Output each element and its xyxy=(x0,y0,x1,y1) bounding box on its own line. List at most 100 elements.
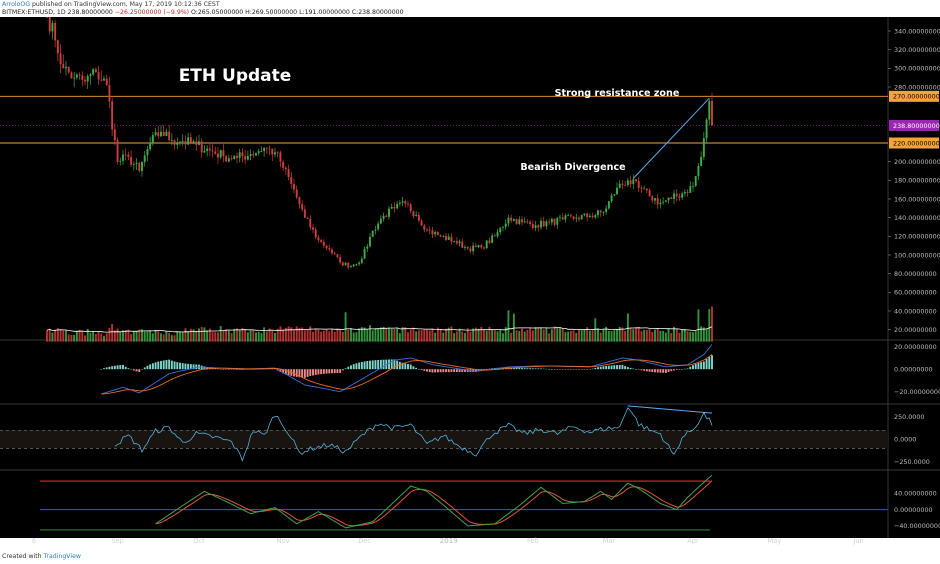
candle-body xyxy=(675,193,678,197)
volume-bar xyxy=(333,332,336,342)
volume-bar xyxy=(553,326,556,342)
macd-histogram-bar xyxy=(366,361,369,370)
volume-bar xyxy=(143,331,146,342)
macd-histogram-bar xyxy=(127,368,130,370)
candle-body xyxy=(160,131,162,137)
volume-bar xyxy=(309,326,312,342)
candle-body xyxy=(379,218,382,224)
candle-body xyxy=(265,147,268,149)
candle-body xyxy=(320,240,323,242)
candle-body xyxy=(499,227,502,233)
price-axis-tick-label: 20.00000000 xyxy=(894,326,937,334)
candle-body xyxy=(488,240,491,243)
macd-histogram-bar xyxy=(350,365,352,370)
volume-bar xyxy=(686,331,689,342)
macd-histogram-bar xyxy=(711,355,713,370)
candle-body xyxy=(618,183,621,188)
volume-bar xyxy=(504,327,507,342)
volume-bar xyxy=(189,328,192,342)
candle-body xyxy=(526,221,529,223)
candle-body xyxy=(393,207,396,209)
volume-bar xyxy=(246,332,249,342)
volume-bar xyxy=(130,334,133,342)
macd-histogram-bar xyxy=(621,364,624,370)
candle-body xyxy=(417,214,420,221)
price-divergence-line xyxy=(632,97,710,179)
volume-bar xyxy=(588,330,591,342)
macd-histogram-bar xyxy=(385,359,388,370)
time-axis-tick-label: Mar xyxy=(603,537,616,545)
volume-bar xyxy=(358,328,361,342)
volume-bar xyxy=(491,328,494,342)
cci-axis-tick-label: −250.0000 xyxy=(894,458,930,466)
volume-bar xyxy=(244,329,247,342)
tradingview-brand-link[interactable]: TradingView xyxy=(43,553,81,560)
candle-body xyxy=(241,152,244,157)
macd-histogram-bar xyxy=(540,368,542,370)
volume-bars xyxy=(46,306,713,342)
volume-bar xyxy=(458,328,461,342)
price-axis-tick-label: 140.00000000 xyxy=(894,214,940,222)
candle-body xyxy=(301,204,304,210)
price-axis-tick-label: 40.00000000 xyxy=(894,307,937,315)
candle-body xyxy=(588,215,591,217)
time-axis-tick-label: Nov xyxy=(277,537,290,545)
candle-body xyxy=(369,236,371,247)
volume-bar xyxy=(507,310,510,342)
volume-bar xyxy=(113,330,116,342)
macd-histogram-bar xyxy=(648,369,651,372)
macd-histogram-bar xyxy=(358,362,361,370)
macd-histogram-bar xyxy=(287,369,290,376)
volume-bar xyxy=(369,325,371,342)
price-axis-tick-label: 160.00000000 xyxy=(894,195,940,203)
time-axis-tick-label: May xyxy=(768,537,782,545)
stoch-axis-tick-label: −40.00000000 xyxy=(894,522,940,530)
candle-body xyxy=(390,207,393,209)
volume-bar xyxy=(455,331,458,342)
macd-histogram-bar xyxy=(333,369,336,374)
candle-body xyxy=(173,140,176,145)
candle-body xyxy=(504,223,507,227)
macd-histogram-bar xyxy=(130,369,133,370)
time-axis-tick-label: Apr xyxy=(687,537,699,545)
candle-body xyxy=(697,165,700,177)
chart-canvas[interactable]: 270.00000000 220.00000000 238.80000000 20.… xyxy=(0,17,940,547)
macd-histogram-bar xyxy=(222,369,225,370)
author-link[interactable]: ArroloOG xyxy=(2,1,31,8)
price-axis-tick-label: 200.00000000 xyxy=(894,158,940,166)
macd-histogram-bar xyxy=(697,362,700,370)
volume-bar xyxy=(48,328,51,342)
macd-histogram-bar xyxy=(474,369,477,372)
volume-bar xyxy=(618,326,621,342)
candle-body xyxy=(46,17,48,18)
resistance-zone-label: Strong resistance zone xyxy=(555,88,680,99)
volume-bar xyxy=(97,331,100,342)
volume-bar xyxy=(382,326,385,342)
candle-body xyxy=(412,211,415,217)
macd-histogram-bar xyxy=(442,369,445,373)
candle-body xyxy=(586,213,589,217)
volume-bar xyxy=(344,312,347,342)
volume-bar xyxy=(426,329,428,342)
candle-body xyxy=(493,235,496,237)
volume-bar xyxy=(165,330,168,342)
macd-histogram-bar xyxy=(203,366,206,370)
macd-histogram-bar xyxy=(686,368,689,370)
macd-histogram-bar xyxy=(317,369,320,375)
macd-histogram-bar xyxy=(344,368,347,370)
volume-bar xyxy=(347,330,350,342)
candle-body xyxy=(314,229,317,238)
macd-histogram-bar xyxy=(225,369,228,370)
candle-body xyxy=(170,140,173,141)
volume-bar xyxy=(377,328,380,342)
candle-body xyxy=(124,154,127,156)
volume-bar xyxy=(692,332,694,342)
volume-bar xyxy=(512,313,515,342)
volume-bar xyxy=(56,328,59,342)
macd-histogram-bar xyxy=(217,368,219,370)
macd-histogram-bar xyxy=(445,369,447,373)
volume-bar xyxy=(225,329,228,342)
volume-bar xyxy=(621,327,624,342)
candle-body xyxy=(78,74,81,76)
